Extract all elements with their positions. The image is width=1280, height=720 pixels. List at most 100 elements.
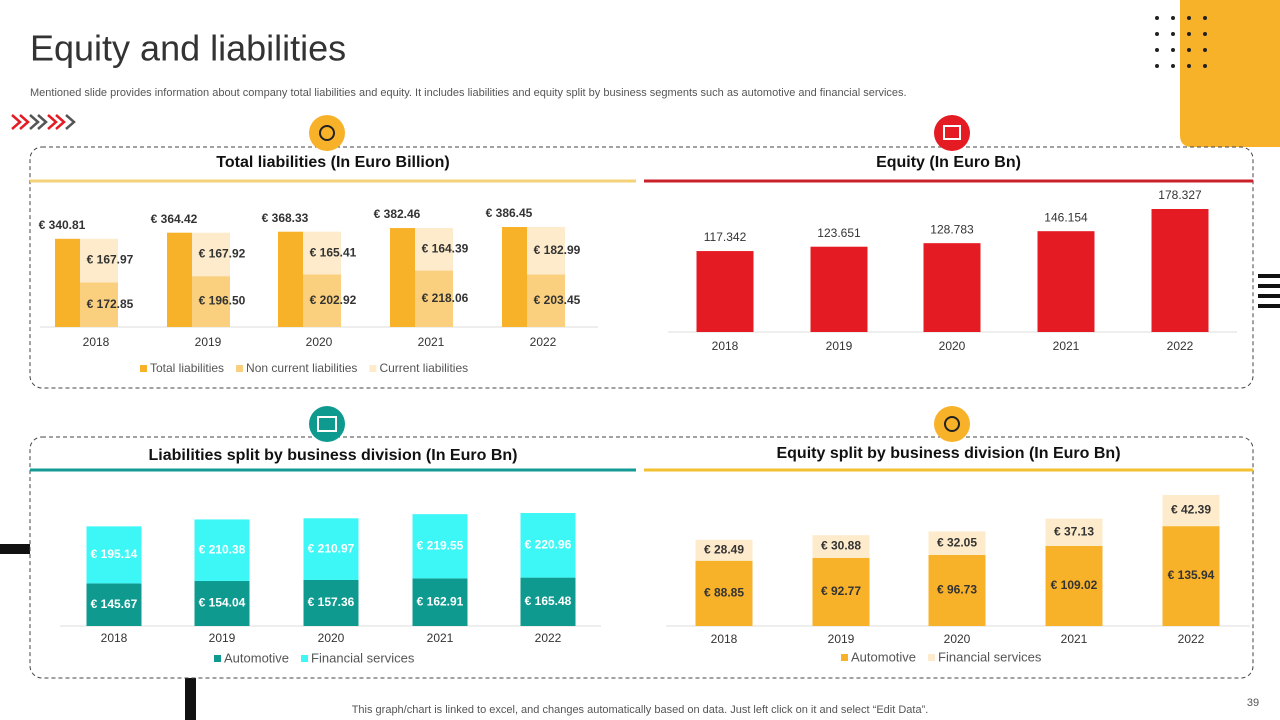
bar-segment <box>527 227 565 275</box>
x-tick-label: 2021 <box>427 631 454 645</box>
bar-segment <box>415 228 453 271</box>
chart-title: Equity split by business division (In Eu… <box>776 445 1120 462</box>
bar <box>390 228 415 327</box>
value-label: € 92.77 <box>821 584 861 598</box>
value-label: € 196.50 <box>199 294 246 308</box>
value-label: € 165.41 <box>310 245 357 259</box>
bar-segment <box>1162 526 1220 626</box>
value-label: € 172.85 <box>87 297 134 311</box>
chevrons <box>11 114 76 130</box>
legend-swatch <box>140 365 147 372</box>
legend-swatch <box>928 654 936 661</box>
x-tick-label: 2018 <box>101 631 128 645</box>
value-label: 146.154 <box>1044 210 1088 224</box>
bar-segment <box>1045 518 1103 546</box>
legend-swatch <box>236 365 244 372</box>
icon <box>934 406 970 442</box>
bar-segment <box>192 232 230 277</box>
top-panel <box>29 146 1254 389</box>
bar-segment <box>1045 545 1103 626</box>
value-label: € 220.96 <box>525 537 572 551</box>
bar-segment <box>695 560 753 626</box>
value-label: 123.651 <box>817 226 861 240</box>
x-tick-label: 2019 <box>826 339 853 353</box>
legend-swatch <box>301 655 309 662</box>
value-label: € 210.97 <box>308 541 355 555</box>
bar-segment <box>1162 495 1220 527</box>
bar-segment <box>303 274 341 327</box>
bar <box>810 246 868 332</box>
value-label: € 210.38 <box>199 542 246 556</box>
bar-segment <box>192 276 230 327</box>
title-underline <box>644 179 1253 183</box>
value-label: € 30.88 <box>821 539 861 553</box>
value-label: € 386.45 <box>486 206 533 220</box>
value-label: € 203.45 <box>534 293 581 307</box>
corner-decoration <box>1180 0 1280 147</box>
dot-grid <box>1155 16 1207 68</box>
value-label: € 382.46 <box>374 207 421 221</box>
x-tick-label: 2019 <box>209 631 236 645</box>
x-tick-label: 2020 <box>318 631 345 645</box>
x-tick-label: 2019 <box>195 335 222 349</box>
title-underline <box>30 179 636 183</box>
bar-segment <box>303 518 359 580</box>
x-tick-label: 2022 <box>1167 339 1194 353</box>
bar <box>278 231 303 327</box>
x-tick-label: 2022 <box>530 335 557 349</box>
x-tick-label: 2020 <box>939 339 966 353</box>
icon <box>934 115 970 151</box>
value-label: € 368.33 <box>262 211 309 225</box>
x-tick-label: 2020 <box>306 335 333 349</box>
bar-segment <box>812 535 870 558</box>
side-bar <box>0 544 30 554</box>
bar-segment <box>527 274 565 327</box>
bar-segment <box>695 539 753 561</box>
title-underline <box>30 468 636 472</box>
value-label: € 154.04 <box>199 596 246 610</box>
value-label: 178.327 <box>1158 188 1202 202</box>
legend-label: Financial services <box>311 650 415 665</box>
legend-label: Financial services <box>938 649 1042 664</box>
chart-title: Equity (In Euro Bn) <box>876 154 1021 171</box>
bar-segment <box>928 554 986 626</box>
value-label: € 167.97 <box>87 253 134 267</box>
bar-segment <box>86 526 142 584</box>
value-label: € 88.85 <box>704 586 744 600</box>
legend-label: Non current liabilities <box>246 361 357 375</box>
bar-segment <box>415 270 453 327</box>
value-label: € 218.06 <box>422 291 469 305</box>
bar-segment <box>86 583 142 626</box>
value-label: € 162.91 <box>417 594 464 608</box>
value-label: € 42.39 <box>1171 503 1211 517</box>
bar <box>167 232 192 327</box>
value-label: € 164.39 <box>422 241 469 255</box>
icon <box>309 115 345 151</box>
bar-segment <box>194 580 250 626</box>
legend-label: Automotive <box>224 650 289 665</box>
bar <box>1037 231 1095 332</box>
menu-lines <box>1258 274 1280 308</box>
bar-segment <box>412 514 468 579</box>
value-label: € 37.13 <box>1054 524 1094 538</box>
legend-label: Current liabilities <box>379 361 468 375</box>
bar-segment <box>80 282 118 327</box>
bar <box>1151 209 1209 332</box>
chart-title: Liabilities split by business division (… <box>149 447 518 464</box>
x-tick-label: 2019 <box>828 632 855 646</box>
page-number: 39 <box>1247 697 1259 709</box>
legend-label: Automotive <box>851 649 916 664</box>
bar <box>696 251 754 332</box>
value-label: € 28.49 <box>704 542 744 556</box>
value-label: € 195.14 <box>91 547 138 561</box>
slide-title: Equity and liabilities <box>30 28 346 69</box>
value-label: € 340.81 <box>39 218 86 232</box>
bar-segment <box>520 513 576 578</box>
bar-segment <box>303 579 359 626</box>
legend-label: Total liabilities <box>150 361 224 375</box>
bar-segment <box>812 557 870 626</box>
bar-segment <box>520 577 576 626</box>
bar <box>502 227 527 327</box>
value-label: € 202.92 <box>310 293 357 307</box>
value-label: 117.342 <box>704 230 747 244</box>
